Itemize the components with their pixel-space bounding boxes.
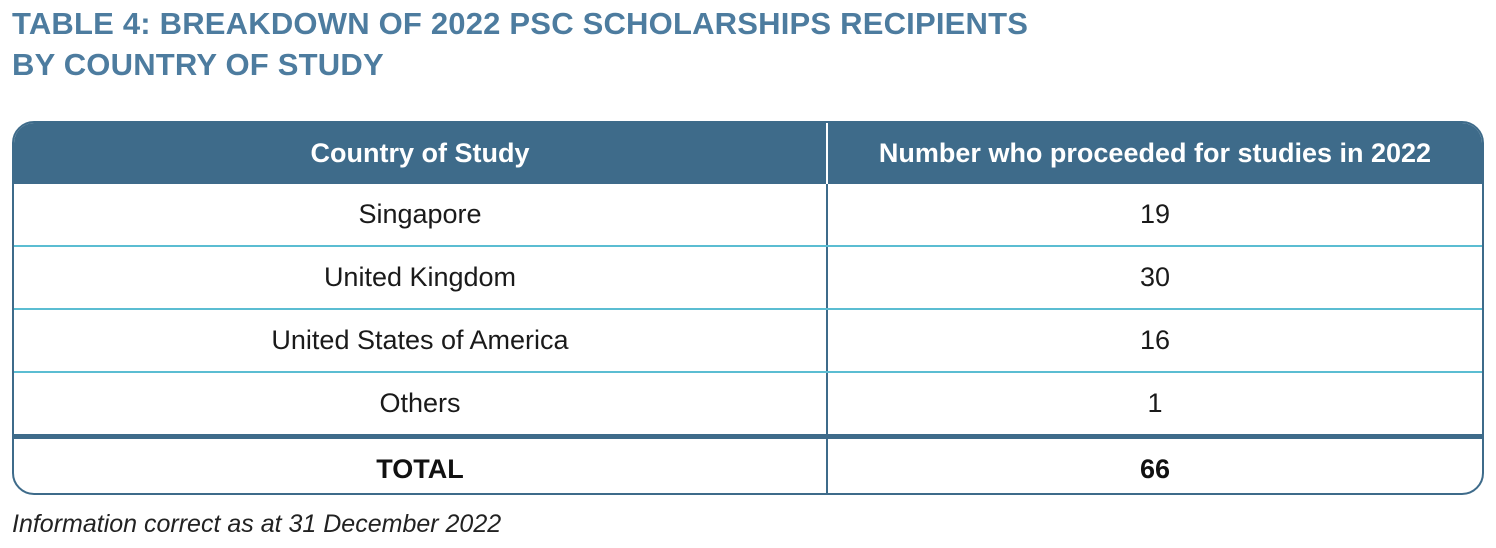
header-country-of-study: Country of Study [14, 123, 828, 184]
total-row: TOTAL 66 [14, 436, 1482, 493]
table-row: Singapore 19 [14, 184, 1482, 247]
title-line-2: BY COUNTRY OF STUDY [12, 47, 384, 82]
table-header-row: Country of Study Number who proceeded fo… [14, 123, 1482, 184]
total-label: TOTAL [14, 436, 828, 493]
cell-country: Others [14, 372, 828, 439]
table-row: United States of America 16 [14, 309, 1482, 373]
cell-number: 1 [827, 372, 1482, 439]
scholarship-table: Country of Study Number who proceeded fo… [14, 123, 1482, 493]
total-number: 66 [1139, 453, 1171, 484]
page-title: TABLE 4: BREAKDOWN OF 2022 PSC SCHOLARSH… [12, 3, 1028, 85]
title-line-1: TABLE 4: BREAKDOWN OF 2022 PSC SCHOLARSH… [12, 6, 1029, 41]
table-row: Others 1 [14, 372, 1482, 439]
header-number-proceeded: Number who proceeded for studies in 2022 [827, 123, 1482, 184]
cell-number: 16 [827, 309, 1482, 373]
cell-number: 19 [827, 184, 1482, 247]
footnote: Information correct as at 31 December 20… [12, 510, 502, 538]
scholarship-table-container: Country of Study Number who proceeded fo… [12, 121, 1484, 495]
table-row: United Kingdom 30 [14, 246, 1482, 310]
cell-number: 30 [827, 246, 1482, 310]
cell-country: United Kingdom [14, 246, 828, 310]
cell-country: United States of America [14, 309, 828, 373]
cell-country: Singapore [14, 184, 828, 247]
